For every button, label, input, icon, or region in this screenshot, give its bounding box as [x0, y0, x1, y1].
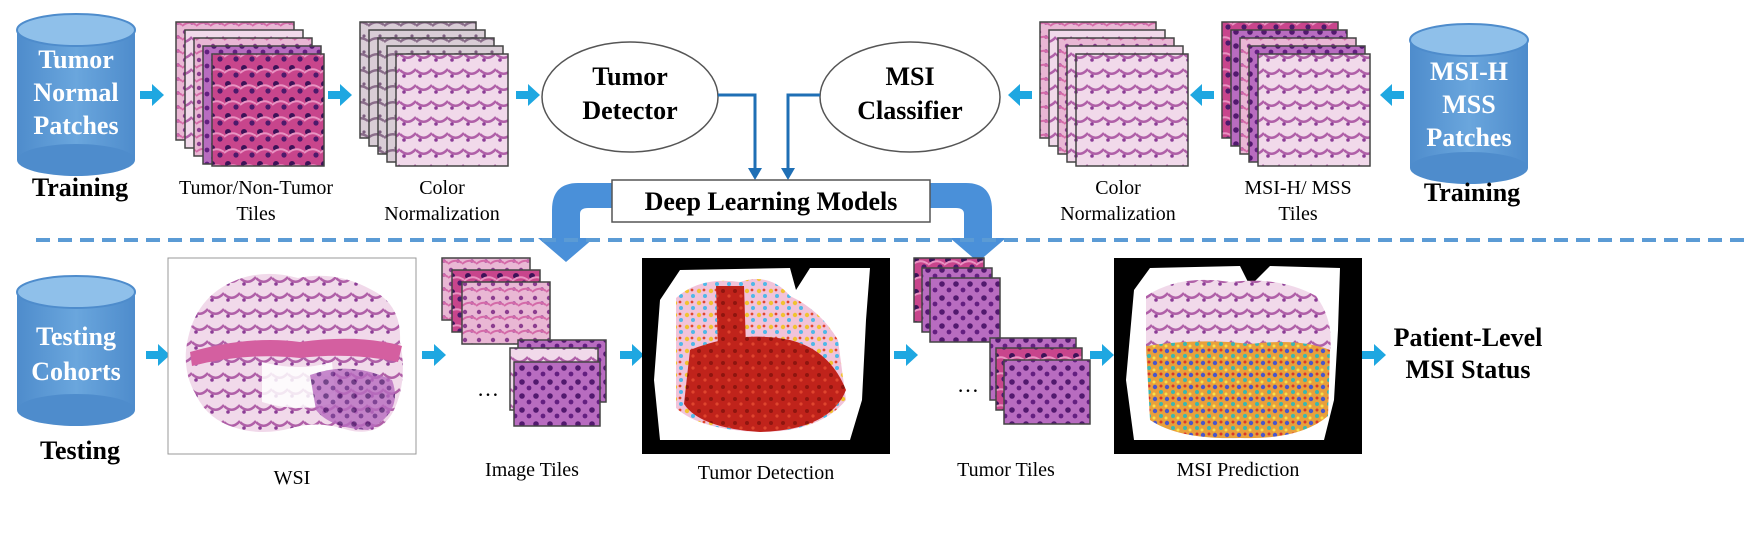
left-curved-arrow-icon — [538, 183, 612, 262]
flow-arrow-icon — [140, 84, 164, 106]
tumor-detector-node: Tumor Detector — [541, 41, 719, 153]
normalization-label: Color — [1095, 177, 1141, 199]
msi-prediction-heatmap — [1114, 258, 1362, 454]
classifier-connector — [786, 93, 820, 170]
tumor-tiles-label: Tumor/Non-Tumor — [179, 177, 333, 199]
msi-tiles-label: Tiles — [1278, 203, 1318, 225]
normalization-label: Normalization — [384, 203, 500, 225]
flow-arrow-icon — [894, 344, 918, 366]
tiles-ellipsis: … — [477, 376, 499, 401]
normalization-label: Normalization — [1060, 203, 1176, 225]
testing-cohorts-cylinder: Testing Cohorts — [16, 275, 136, 426]
cylinder-label-line: Cohorts — [31, 357, 121, 386]
deep-learning-models-box: Deep Learning Models — [611, 179, 931, 223]
patient-level-result-label: MSI Status — [1406, 355, 1531, 384]
image-tiles-stack — [441, 257, 607, 427]
tiles-ellipsis: … — [957, 372, 979, 397]
flow-arrow-icon — [1190, 84, 1214, 106]
cylinder-label-line: Patches — [33, 111, 118, 140]
tumor-tiles-label: Tumor Tiles — [957, 459, 1055, 481]
msi-patches-cylinder: MSI-H MSS Patches — [1409, 23, 1529, 184]
detector-arrowhead-icon — [748, 168, 762, 180]
cylinder-label-line: MSS — [1442, 90, 1495, 119]
patient-level-result-label: Patient-Level — [1394, 323, 1543, 352]
msi-tiles-label: MSI-H/ MSS — [1244, 177, 1351, 199]
normalization-label: Color — [419, 177, 465, 199]
msi-classifier-label: Classifier — [857, 96, 962, 125]
classifier-arrowhead-icon — [781, 168, 795, 180]
flow-arrow-icon — [1008, 84, 1032, 106]
tumor-detection-heatmap — [642, 258, 890, 454]
right-curved-arrow-icon — [930, 183, 1006, 262]
cylinder-label-line: Testing — [36, 322, 116, 351]
training-stage-label: Training — [1424, 178, 1520, 207]
image-tiles-label: Image Tiles — [485, 459, 579, 481]
wsi-label: WSI — [274, 467, 311, 489]
msi-prediction-label: MSI Prediction — [1177, 459, 1300, 481]
cylinder-label-line: MSI-H — [1430, 57, 1508, 86]
flow-arrow-icon — [1380, 84, 1404, 106]
cylinder-label-line: Patches — [1426, 123, 1511, 152]
tumor-detector-label: Tumor — [592, 62, 668, 91]
color-normalization-stack-right — [1039, 21, 1189, 167]
flow-arrow-icon — [328, 84, 352, 106]
detector-connector — [718, 93, 757, 170]
training-patches-cylinder: Tumor Normal Patches — [16, 13, 136, 176]
color-normalization-stack-left — [359, 21, 509, 167]
flow-arrow-icon — [1090, 344, 1114, 366]
flow-arrow-icon — [620, 344, 644, 366]
tumor-detector-label: Detector — [582, 96, 677, 125]
tumor-detection-label: Tumor Detection — [698, 462, 834, 484]
training-stage-label: Training — [32, 173, 128, 202]
flow-arrow-icon — [422, 344, 446, 366]
wsi-image — [167, 257, 417, 455]
deep-learning-models-label: Deep Learning Models — [645, 187, 898, 216]
msi-classifier-node: MSI Classifier — [819, 41, 1001, 153]
tumor-tiles-label: Tiles — [236, 203, 276, 225]
msi-tiles-stack — [1221, 21, 1371, 167]
testing-stage-label: Testing — [40, 436, 120, 465]
msi-classifier-label: MSI — [885, 62, 934, 91]
cylinder-label-line: Normal — [33, 78, 118, 107]
cylinder-label-line: Tumor — [38, 45, 114, 74]
flow-arrow-icon — [516, 84, 540, 106]
tumor-tiles-stack — [913, 257, 1091, 425]
flow-arrow-icon — [1362, 344, 1386, 366]
flow-arrow-icon — [146, 344, 170, 366]
tumor-tiles-stack — [175, 21, 325, 167]
